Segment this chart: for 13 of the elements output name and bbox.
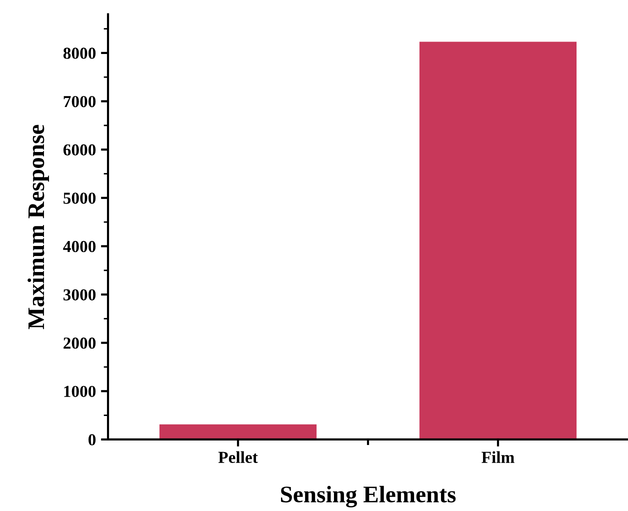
y-axis-title: Maximum Response xyxy=(28,124,49,330)
y-tick-label: 6000 xyxy=(63,144,96,156)
y-tick-label: 2000 xyxy=(64,338,96,349)
x-tick-label: Film xyxy=(482,451,514,463)
y-tick-label: 5000 xyxy=(64,192,96,204)
x-tick-label: Pellet xyxy=(218,451,258,463)
y-tick-label: 0 xyxy=(88,434,96,446)
y-tick-label: 3000 xyxy=(64,289,96,300)
x-axis-title: Sensing Elements xyxy=(281,486,456,508)
y-tick-label: 1000 xyxy=(64,386,96,398)
y-tick-label: 7000 xyxy=(64,96,96,108)
y-tick-label: 8000 xyxy=(63,48,96,59)
y-tick-label: 4000 xyxy=(63,240,96,252)
